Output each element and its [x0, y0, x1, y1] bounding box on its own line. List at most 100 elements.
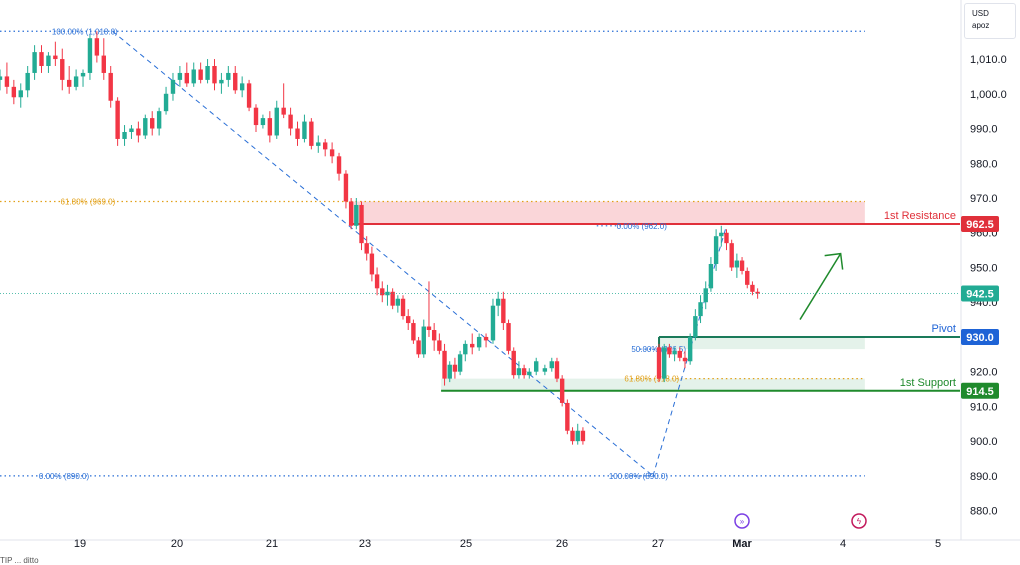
candle-body	[677, 350, 682, 358]
candle-body	[739, 260, 745, 271]
price-badge-text: 914.5	[966, 386, 994, 398]
candle-body	[672, 350, 677, 355]
candle-body	[719, 232, 724, 237]
candle-body	[191, 69, 196, 84]
candle-body	[260, 118, 266, 126]
candle-body	[483, 336, 489, 341]
x-tick-label: 21	[266, 538, 278, 550]
price-badge-text: 930.0	[966, 332, 994, 344]
x-tick-label: 25	[460, 538, 472, 550]
candle-body	[476, 336, 482, 348]
candle-body	[380, 288, 385, 296]
candle-body	[506, 323, 511, 351]
candle-body	[463, 343, 468, 355]
candle-body	[575, 430, 580, 442]
candle-body	[101, 55, 106, 73]
y-tick-label: 1,000.0	[970, 89, 1007, 101]
event-icons: » ϟ	[734, 513, 867, 529]
price-badge-text: 962.5	[966, 219, 994, 231]
price-badge	[961, 216, 999, 233]
candle-body	[457, 354, 463, 372]
x-tick-label: 27	[652, 538, 664, 550]
candle-body	[0, 76, 3, 80]
candle-body	[390, 291, 395, 306]
candle-body	[755, 291, 760, 294]
candle-body	[693, 316, 698, 337]
candle-body	[542, 368, 548, 372]
candle-body	[570, 430, 575, 442]
candle-body	[246, 83, 252, 108]
earnings-event-icon-glyph: »	[740, 517, 745, 526]
time-axis: 19 20 21 23 25 26 27 Mar 4 5	[0, 538, 1020, 550]
candle-body	[150, 118, 155, 129]
dividend-event-icon	[851, 513, 867, 529]
candle-body	[559, 378, 565, 403]
candle-body	[698, 302, 703, 317]
y-tick-label: 990.0	[970, 124, 998, 136]
candle-body	[73, 76, 79, 87]
candle-body	[156, 111, 162, 129]
candle-body	[281, 107, 286, 115]
candle-body	[406, 316, 411, 324]
x-tick-label: 20	[171, 538, 183, 550]
candle-body	[25, 72, 30, 91]
candle-body	[580, 430, 586, 442]
zone-band	[659, 336, 865, 350]
price-badges: 962.5 930.0 914.5 942.5	[961, 216, 999, 399]
candle-body	[53, 55, 58, 60]
candle-body	[656, 347, 662, 379]
candle-body	[745, 270, 750, 285]
candle-body	[565, 402, 570, 431]
candle-body	[511, 350, 516, 376]
y-tick-label: 980.0	[970, 158, 998, 170]
candle-body	[329, 149, 335, 157]
candle-body	[343, 173, 349, 202]
zone-label: Pivot	[932, 323, 956, 335]
candle-body	[18, 90, 23, 98]
candle-body	[527, 371, 532, 376]
candle-body	[219, 79, 224, 84]
zone-label: 1st Support	[900, 377, 956, 389]
candle-body	[426, 326, 432, 330]
candle-body	[667, 347, 672, 355]
candle-body	[316, 142, 321, 146]
candle-body	[662, 347, 667, 379]
candle-body	[687, 336, 693, 362]
candle-body	[39, 52, 44, 66]
candle-body	[205, 66, 210, 80]
candle-body	[437, 340, 442, 351]
candle-body	[374, 274, 380, 289]
fib-layer: 100.00% (1,018.0) 61.80% (969.0) 0.00% (89…	[0, 27, 865, 481]
price-badge	[961, 328, 999, 345]
candle-body	[703, 288, 708, 303]
price-badge-text: 942.5	[966, 289, 994, 301]
account-label: apoz	[972, 21, 990, 30]
fib-label: 0.00% (890.0)	[39, 472, 90, 481]
zone-label: 1st Resistance	[884, 210, 956, 222]
candle-body	[442, 350, 447, 379]
x-tick-label: 4	[840, 538, 846, 550]
footer-note: TIP ... ditto	[0, 556, 39, 565]
candle-body	[60, 59, 65, 80]
zone-band	[351, 201, 865, 225]
candle-body	[108, 72, 113, 101]
currency-label: USD	[972, 9, 989, 18]
candle-body	[226, 72, 231, 80]
candle-body	[170, 79, 176, 94]
candle-layer	[0, 31, 960, 445]
y-tick-label: 950.0	[970, 262, 998, 274]
candle-body	[359, 204, 364, 244]
candle-body	[411, 323, 416, 341]
candle-body	[288, 114, 293, 129]
candle-body	[253, 107, 259, 126]
candle-body	[239, 83, 245, 91]
currency-box[interactable]: USD apoz	[964, 3, 1016, 39]
candle-body	[534, 361, 539, 372]
candle-body	[354, 204, 359, 226]
y-tick-label: 900.0	[970, 436, 998, 448]
candle-body	[470, 343, 475, 348]
y-tick-label: 1,010.0	[970, 54, 1007, 66]
fib-label: 61.80% (918.0)	[624, 375, 679, 384]
candle-body	[94, 38, 100, 56]
